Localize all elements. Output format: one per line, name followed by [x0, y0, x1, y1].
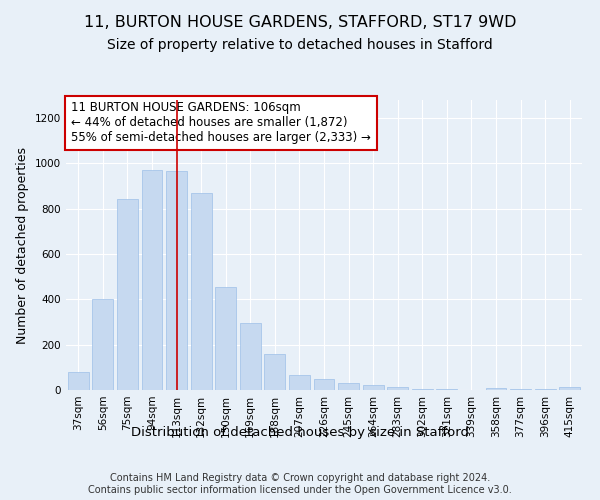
Bar — [68, 372, 89, 390]
Bar — [117, 198, 138, 390]
Text: Distribution of detached houses by size in Stafford: Distribution of detached houses by size … — [131, 426, 469, 439]
Bar — [265, 354, 286, 390]
Bar — [412, 389, 433, 390]
Bar — [289, 376, 310, 390]
Bar — [338, 383, 359, 390]
Bar — [240, 323, 261, 390]
Bar — [362, 385, 383, 390]
Bar — [436, 389, 457, 390]
Bar — [191, 193, 212, 390]
Bar — [142, 170, 163, 390]
Bar — [387, 387, 408, 390]
Bar — [559, 388, 580, 390]
Y-axis label: Number of detached properties: Number of detached properties — [16, 146, 29, 344]
Text: Contains HM Land Registry data © Crown copyright and database right 2024.
Contai: Contains HM Land Registry data © Crown c… — [88, 474, 512, 495]
Bar — [510, 389, 531, 390]
Text: 11, BURTON HOUSE GARDENS, STAFFORD, ST17 9WD: 11, BURTON HOUSE GARDENS, STAFFORD, ST17… — [84, 15, 516, 30]
Bar — [215, 287, 236, 390]
Bar — [535, 389, 556, 390]
Text: 11 BURTON HOUSE GARDENS: 106sqm
← 44% of detached houses are smaller (1,872)
55%: 11 BURTON HOUSE GARDENS: 106sqm ← 44% of… — [71, 102, 371, 144]
Bar — [314, 378, 334, 390]
Bar — [166, 170, 187, 390]
Bar — [485, 388, 506, 390]
Text: Size of property relative to detached houses in Stafford: Size of property relative to detached ho… — [107, 38, 493, 52]
Bar — [92, 300, 113, 390]
